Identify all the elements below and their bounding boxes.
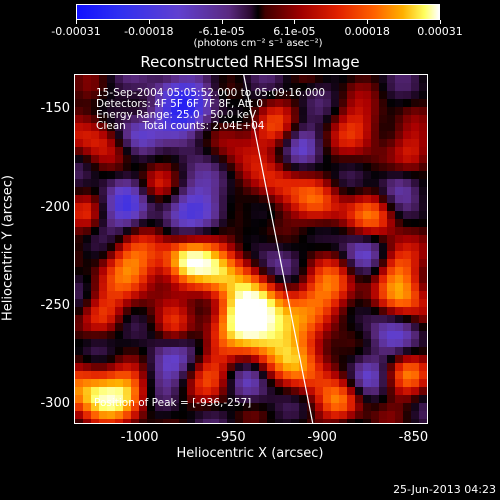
- x-tick-label: -950: [216, 430, 246, 445]
- chart-title: Reconstructed RHESSI Image: [140, 53, 360, 71]
- colorbar-tick-label: -0.00031: [51, 25, 101, 38]
- colorbar-tick: [148, 20, 150, 24]
- colorbar-tick-label: -6.1e-05: [198, 25, 245, 38]
- heatmap-cells: [75, 75, 427, 423]
- colorbar-tick-label: 6.1e-05: [273, 25, 316, 38]
- y-axis-label: Heliocentric Y (arcsec): [0, 175, 16, 321]
- x-axis-label: Heliocentric X (arcsec): [176, 446, 324, 461]
- annotation-time: 15-Sep-2004 05:05:52.000 to 05:09:16.000: [96, 87, 326, 99]
- y-tick-label: -200: [40, 199, 70, 215]
- colorbar-tick: [367, 20, 369, 24]
- colorbar-units: (photons cm⁻² s⁻¹ asec⁻²): [193, 38, 323, 49]
- colorbar-tick-label: 0.00031: [417, 25, 463, 38]
- x-tick-label: -1000: [120, 430, 159, 445]
- y-tick-label: -250: [40, 298, 70, 314]
- annotation-clean: Clean Total counts: 2.04E+04: [96, 120, 265, 132]
- heatmap-image: [75, 75, 427, 423]
- colorbar-tick: [76, 20, 77, 24]
- x-tick-label: -900: [307, 430, 337, 445]
- annotation-energy: Energy Range: 25.0 - 50.0 keV: [96, 109, 257, 121]
- annotation-peak: Position of Peak = [-936,-257]: [94, 397, 252, 409]
- colorbar-tick: [294, 20, 296, 24]
- colorbar-tick-label: 0.00018: [344, 25, 390, 38]
- timestamp-footer: 25-Jun-2013 04:23: [393, 483, 496, 496]
- y-tick-label: -150: [40, 101, 70, 117]
- annotation-detectors: Detectors: 4F 5F 6F 7F 8F, Att 0: [96, 98, 263, 110]
- colorbar-tick: [221, 20, 223, 24]
- plot-area: [74, 74, 428, 424]
- solar-limb-line: [243, 75, 314, 423]
- y-tick-label: -300: [40, 396, 70, 412]
- colorbar: [76, 4, 440, 20]
- colorbar-tick-label: -0.00018: [124, 25, 174, 38]
- colorbar-tick: [440, 20, 441, 24]
- x-tick-label: -850: [398, 430, 429, 445]
